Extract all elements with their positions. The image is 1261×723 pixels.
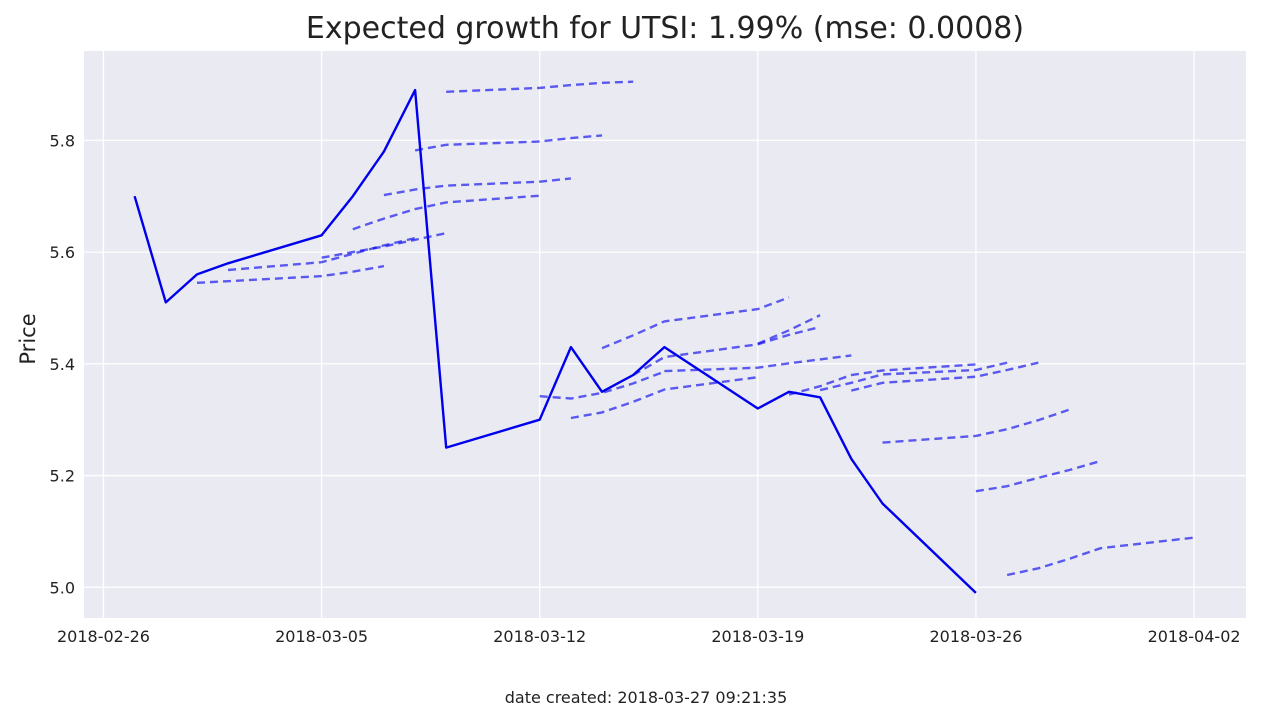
forecast-line	[196, 264, 385, 284]
x-tick-label: 2018-03-26	[929, 627, 1022, 646]
y-axis-label: Price	[16, 313, 40, 364]
x-tick-label: 2018-02-26	[57, 627, 150, 646]
grid	[84, 51, 1246, 618]
y-tick-label: 5.0	[50, 578, 75, 597]
y-tick-label: 5.2	[50, 467, 75, 486]
x-tick-label: 2018-03-12	[493, 627, 586, 646]
forecast-line	[601, 296, 790, 350]
forecast-line	[632, 325, 821, 377]
date-created-label: date created: 2018-03-27 09:21:35	[505, 688, 788, 707]
x-tick-label: 2018-03-05	[275, 627, 368, 646]
forecast-line	[757, 314, 821, 345]
forecast-line	[664, 354, 852, 373]
chart-title: Expected growth for UTSI: 1.99% (mse: 0.…	[306, 11, 1024, 46]
y-tick-label: 5.6	[50, 243, 75, 262]
forecast-line	[975, 459, 1101, 493]
x-tick-label: 2018-03-19	[711, 627, 804, 646]
forecast-lines	[196, 80, 1195, 577]
y-axis: 5.0 5.2 5.4 5.6 5.8	[50, 131, 75, 597]
y-tick-label: 5.8	[50, 131, 75, 150]
x-tick-label: 2018-04-02	[1148, 627, 1241, 646]
forecast-line	[446, 80, 634, 93]
plot-area	[84, 51, 1246, 618]
forecast-line	[321, 231, 447, 259]
forecast-line	[228, 236, 416, 272]
price-line	[133, 88, 977, 594]
price-series	[133, 88, 977, 594]
x-axis: 2018-02-26 2018-03-05 2018-03-12 2018-03-19…	[57, 627, 1241, 646]
forecast-line	[539, 370, 665, 400]
y-tick-label: 5.4	[50, 355, 75, 374]
forecast-line	[352, 194, 540, 231]
forecast-line	[788, 363, 976, 396]
